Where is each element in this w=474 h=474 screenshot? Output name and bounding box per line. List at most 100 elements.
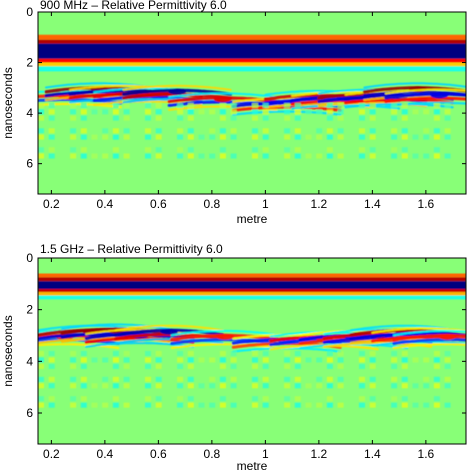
interference-cell bbox=[219, 109, 226, 115]
interference-cell bbox=[391, 134, 398, 140]
interference-cell bbox=[112, 402, 119, 408]
interference-cell bbox=[369, 357, 376, 363]
interference-cell bbox=[102, 402, 109, 408]
interference-cell bbox=[145, 402, 151, 408]
interference-cell bbox=[230, 134, 237, 140]
interference-cell bbox=[48, 134, 55, 140]
interference-cell bbox=[70, 383, 77, 389]
interference-cell bbox=[284, 109, 291, 115]
interference-cell bbox=[70, 115, 77, 121]
interference-cell bbox=[187, 351, 194, 356]
interference-cell bbox=[112, 396, 119, 402]
interference-cell bbox=[198, 153, 205, 159]
interference-cell bbox=[145, 396, 151, 402]
hyperbola-apex bbox=[168, 88, 187, 95]
interference-cell bbox=[219, 128, 226, 134]
direct-wave-band bbox=[38, 66, 466, 72]
interference-cell bbox=[123, 383, 130, 389]
interference-cell bbox=[262, 103, 269, 108]
y-tick-label: 6 bbox=[26, 406, 33, 420]
interference-cell bbox=[70, 153, 77, 159]
interference-cell bbox=[252, 115, 258, 121]
interference-cell bbox=[444, 153, 451, 159]
interference-cell bbox=[369, 147, 376, 153]
interference-cell bbox=[123, 153, 130, 159]
interference-cell bbox=[433, 357, 440, 363]
interference-cell bbox=[412, 153, 419, 159]
plot-frame bbox=[37, 257, 467, 445]
interference-cell bbox=[401, 357, 408, 363]
x-tick-label: 1.2 bbox=[311, 197, 328, 211]
interference-cell bbox=[369, 128, 376, 134]
interference-cell bbox=[155, 363, 162, 369]
interference-cell bbox=[219, 115, 226, 121]
interference-cell bbox=[123, 134, 130, 140]
interference-cell bbox=[155, 103, 162, 108]
interference-cell bbox=[294, 103, 301, 108]
direct-wave-band bbox=[38, 295, 466, 300]
interference-cell bbox=[337, 402, 344, 408]
interference-cell bbox=[444, 128, 451, 134]
interference-cell bbox=[209, 383, 216, 389]
interference-cell bbox=[209, 402, 216, 408]
interference-cell bbox=[48, 357, 55, 363]
interference-cell bbox=[145, 153, 151, 159]
interference-cell bbox=[219, 134, 226, 140]
hyperbola-wavelet bbox=[170, 329, 280, 337]
interference-cell bbox=[433, 153, 440, 159]
interference-cell bbox=[412, 109, 419, 115]
interference-cell bbox=[391, 376, 398, 382]
interference-cell bbox=[369, 103, 376, 108]
interference-cell bbox=[112, 115, 119, 121]
chart-title: 1.5 GHz – Relative Permittivity 6.0 bbox=[40, 242, 223, 256]
interference-cell bbox=[391, 109, 398, 115]
direct-wave-band bbox=[38, 281, 466, 289]
interference-cell bbox=[123, 376, 130, 382]
direct-wave-band bbox=[38, 62, 466, 67]
interference-cell bbox=[112, 134, 119, 140]
interference-cell bbox=[391, 351, 398, 356]
interference-cell bbox=[359, 147, 365, 153]
interference-cell bbox=[262, 134, 269, 140]
interference-cell bbox=[262, 109, 269, 115]
direct-wave-band bbox=[38, 34, 466, 40]
interference-cell bbox=[198, 383, 205, 389]
interference-cell bbox=[219, 376, 226, 382]
interference-cell bbox=[412, 134, 419, 140]
interference-cell bbox=[326, 351, 333, 356]
direct-wave-band bbox=[38, 273, 466, 278]
interference-cell bbox=[262, 396, 269, 402]
interference-cell bbox=[38, 128, 44, 134]
interference-cell bbox=[230, 363, 237, 369]
interference-cell bbox=[326, 357, 333, 363]
interference-cell bbox=[252, 134, 258, 140]
interference-cell bbox=[70, 147, 77, 153]
hyperbola-wavelet bbox=[168, 92, 278, 99]
interference-cell bbox=[316, 134, 323, 140]
interference-cell bbox=[316, 128, 323, 134]
heatmap-content bbox=[38, 273, 466, 408]
interference-cell bbox=[252, 103, 258, 108]
interference-cell bbox=[155, 383, 162, 389]
interference-cell bbox=[252, 153, 258, 159]
interference-cell bbox=[48, 383, 55, 389]
interference-cell bbox=[401, 396, 408, 402]
interference-cell bbox=[284, 115, 291, 121]
plot-frame bbox=[37, 11, 467, 195]
hyperbola-apex bbox=[216, 333, 235, 340]
interference-cell bbox=[187, 134, 194, 140]
interference-cell bbox=[444, 402, 451, 408]
x-tick-label: 1 bbox=[262, 197, 269, 211]
interference-cell bbox=[444, 357, 451, 363]
interference-cell bbox=[359, 351, 365, 356]
x-tick-label: 0.6 bbox=[150, 197, 167, 211]
interference-cell bbox=[391, 402, 398, 408]
y-tick-label: 2 bbox=[26, 303, 33, 317]
interference-cell bbox=[391, 147, 398, 153]
interference-cell bbox=[369, 402, 376, 408]
interference-cell bbox=[369, 383, 376, 389]
y-axis-label: nanoseconds bbox=[1, 67, 15, 138]
interference-cell bbox=[294, 128, 301, 134]
interference-cell bbox=[284, 134, 291, 140]
